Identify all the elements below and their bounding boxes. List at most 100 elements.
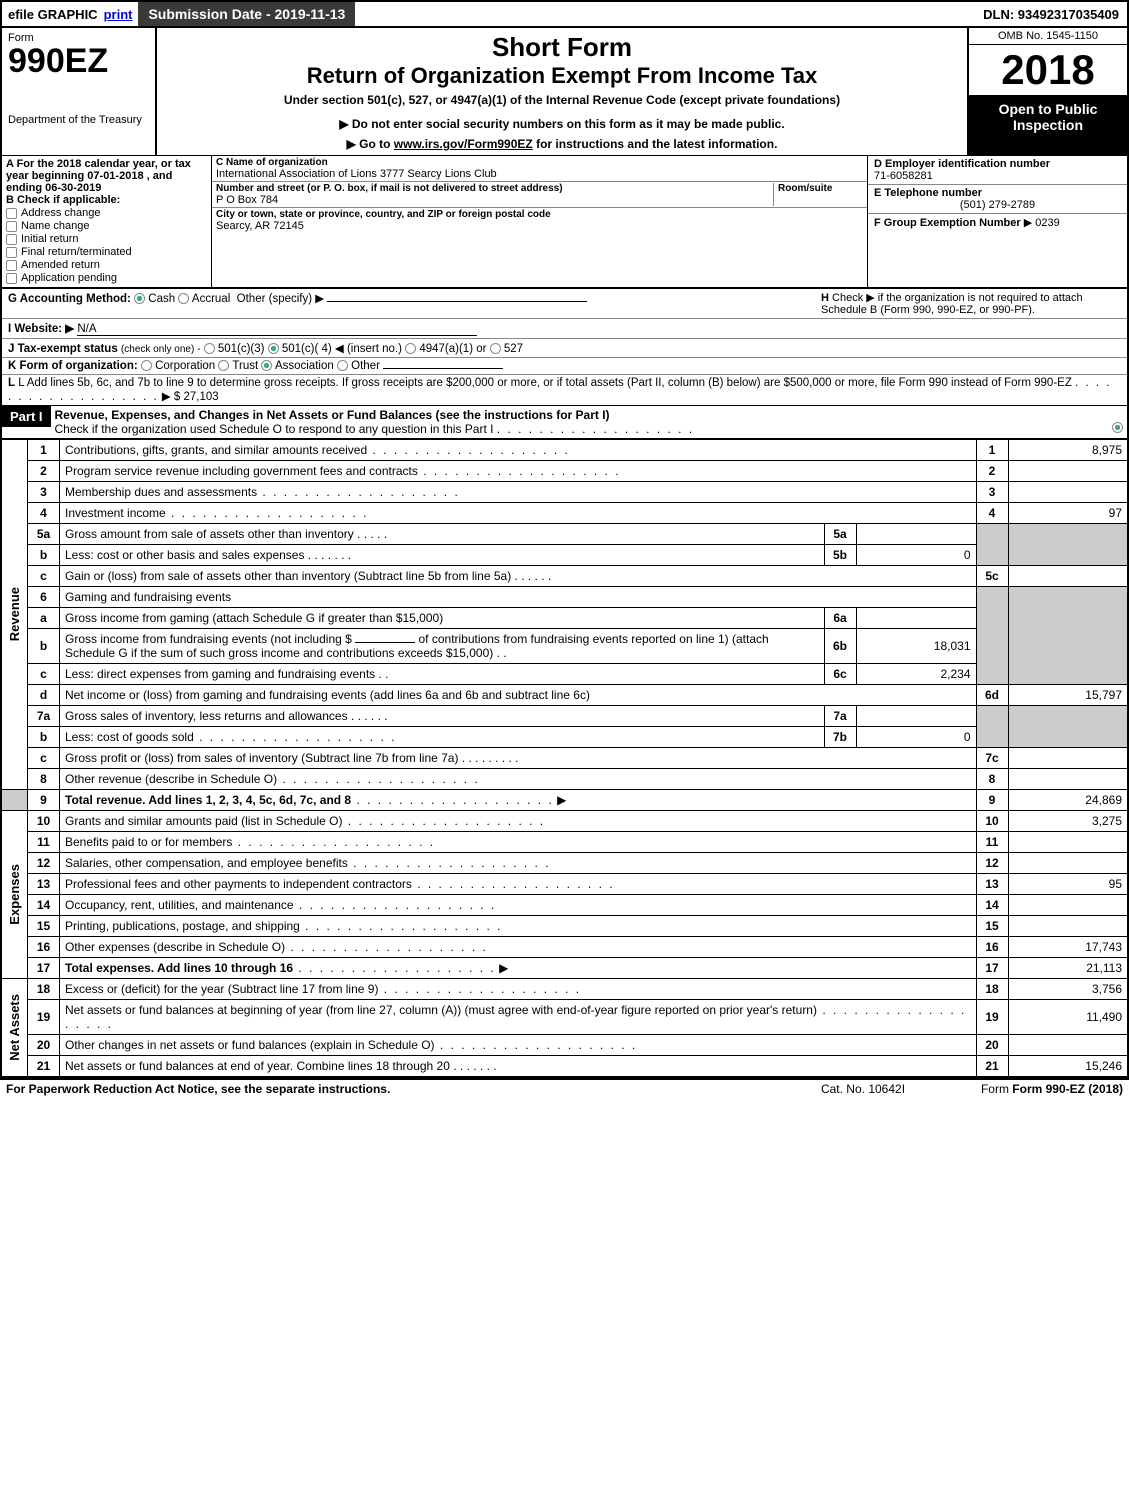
i-website-label: I Website: ▶ xyxy=(8,323,74,335)
do-not-enter-note: ▶ Do not enter social security numbers o… xyxy=(165,117,959,131)
line-desc: Total revenue. Add lines 1, 2, 3, 4, 5c,… xyxy=(65,793,351,807)
print-link[interactable]: print xyxy=(104,7,133,22)
mini-line-no: 6a xyxy=(824,608,856,629)
right-line-no: 10 xyxy=(976,811,1008,832)
table-row: Revenue 1 Contributions, gifts, grants, … xyxy=(1,440,1128,461)
checkbox-icon xyxy=(6,273,17,284)
check-initial-return[interactable]: Initial return xyxy=(6,233,207,245)
room-suite-label: Room/suite xyxy=(778,183,863,194)
radio-cash-icon[interactable] xyxy=(134,293,145,304)
part1-table: Revenue 1 Contributions, gifts, grants, … xyxy=(0,439,1129,1078)
right-line-no: 12 xyxy=(976,853,1008,874)
other-specify-field[interactable] xyxy=(327,301,587,302)
line-desc: Gross amount from sale of assets other t… xyxy=(65,527,354,541)
check-address-change[interactable]: Address change xyxy=(6,207,207,219)
right-line-no: 19 xyxy=(976,1000,1008,1035)
mini-line-value xyxy=(856,524,976,545)
right-line-no: 18 xyxy=(976,979,1008,1000)
schedule-o-checkbox-icon[interactable] xyxy=(1112,422,1123,433)
line-desc: Benefits paid to or for members xyxy=(65,835,232,849)
b-check-label: B Check if applicable: xyxy=(6,194,207,206)
line-value xyxy=(1008,832,1128,853)
line-no: 6 xyxy=(28,587,60,608)
ein-value: 71-6058281 xyxy=(874,170,1121,182)
goto-link[interactable]: www.irs.gov/Form990EZ xyxy=(394,137,533,151)
mini-line-no: 6b xyxy=(824,629,856,664)
paperwork-notice: For Paperwork Reduction Act Notice, see … xyxy=(6,1082,763,1096)
radio-accrual-icon[interactable] xyxy=(178,293,189,304)
check-final-return[interactable]: Final return/terminated xyxy=(6,246,207,258)
line-no: a xyxy=(28,608,60,629)
mini-line-value: 2,234 xyxy=(856,664,976,685)
line-desc: Occupancy, rent, utilities, and maintena… xyxy=(65,898,294,912)
line-value: 24,869 xyxy=(1008,790,1128,811)
h-label: H xyxy=(821,292,829,304)
right-line-no: 8 xyxy=(976,769,1008,790)
radio-4947-icon[interactable] xyxy=(405,343,416,354)
short-form-title: Short Form xyxy=(165,32,959,63)
return-title: Return of Organization Exempt From Incom… xyxy=(165,63,959,89)
table-row: b Less: cost of goods sold 7b 0 xyxy=(1,727,1128,748)
k-other-field[interactable] xyxy=(383,368,503,369)
radio-trust-icon[interactable] xyxy=(218,360,229,371)
k-opt: Other xyxy=(351,360,380,372)
line-value: 97 xyxy=(1008,503,1128,524)
dots-icon xyxy=(300,919,503,933)
page-footer: For Paperwork Reduction Act Notice, see … xyxy=(0,1078,1129,1098)
line-no: 14 xyxy=(28,895,60,916)
under-section: Under section 501(c), 527, or 4947(a)(1)… xyxy=(165,93,959,107)
line-desc: Net assets or fund balances at end of ye… xyxy=(65,1059,450,1073)
line-value xyxy=(1008,461,1128,482)
line-value: 17,743 xyxy=(1008,937,1128,958)
dots-icon xyxy=(378,982,581,996)
line-value: 8,975 xyxy=(1008,440,1128,461)
line-desc: Gross profit or (loss) from sales of inv… xyxy=(65,751,458,765)
amount-field[interactable] xyxy=(355,642,415,643)
submission-date: Submission Date - 2019-11-13 xyxy=(138,2,355,26)
check-label: Amended return xyxy=(21,259,100,271)
f-group-value: ▶ 0239 xyxy=(1024,217,1060,229)
check-name-change[interactable]: Name change xyxy=(6,220,207,232)
line-desc: Less: direct expenses from gaming and fu… xyxy=(65,667,375,681)
table-row: 2 Program service revenue including gove… xyxy=(1,461,1128,482)
dots-icon xyxy=(497,422,694,436)
right-line-no: 6d xyxy=(976,685,1008,706)
line-no: 17 xyxy=(28,958,60,979)
radio-assoc-icon[interactable] xyxy=(261,360,272,371)
line-a: A For the 2018 calendar year, or tax yea… xyxy=(6,158,207,194)
dots-icon xyxy=(277,772,480,786)
checkbox-icon xyxy=(6,260,17,271)
line-no: 2 xyxy=(28,461,60,482)
city-state-zip: Searcy, AR 72145 xyxy=(216,220,863,232)
line-no: b xyxy=(28,727,60,748)
line-desc: Gain or (loss) from sale of assets other… xyxy=(65,569,511,583)
grey-cell xyxy=(1008,587,1128,685)
table-row: a Gross income from gaming (attach Sched… xyxy=(1,608,1128,629)
line-no: 9 xyxy=(28,790,60,811)
mini-line-no: 5b xyxy=(824,545,856,566)
table-row: 6 Gaming and fundraising events xyxy=(1,587,1128,608)
line-no: b xyxy=(28,545,60,566)
right-line-no: 9 xyxy=(976,790,1008,811)
tax-year: 2018 xyxy=(969,45,1127,95)
radio-other-icon[interactable] xyxy=(337,360,348,371)
check-label: Name change xyxy=(21,220,90,232)
line-desc: Program service revenue including govern… xyxy=(65,464,418,478)
table-row: Expenses 10 Grants and similar amounts p… xyxy=(1,811,1128,832)
k-opt: Association xyxy=(275,360,334,372)
radio-501c3-icon[interactable] xyxy=(204,343,215,354)
table-row: 17 Total expenses. Add lines 10 through … xyxy=(1,958,1128,979)
grey-cell xyxy=(1008,706,1128,748)
right-line-no: 14 xyxy=(976,895,1008,916)
check-amended-return[interactable]: Amended return xyxy=(6,259,207,271)
radio-501c-icon[interactable] xyxy=(268,343,279,354)
radio-527-icon[interactable] xyxy=(490,343,501,354)
line-value xyxy=(1008,895,1128,916)
mini-line-value xyxy=(856,608,976,629)
check-application-pending[interactable]: Application pending xyxy=(6,272,207,284)
mini-line-no: 6c xyxy=(824,664,856,685)
radio-corp-icon[interactable] xyxy=(141,360,152,371)
line-no: 5a xyxy=(28,524,60,545)
org-info-block: A For the 2018 calendar year, or tax yea… xyxy=(0,155,1129,289)
dots-icon xyxy=(294,898,497,912)
